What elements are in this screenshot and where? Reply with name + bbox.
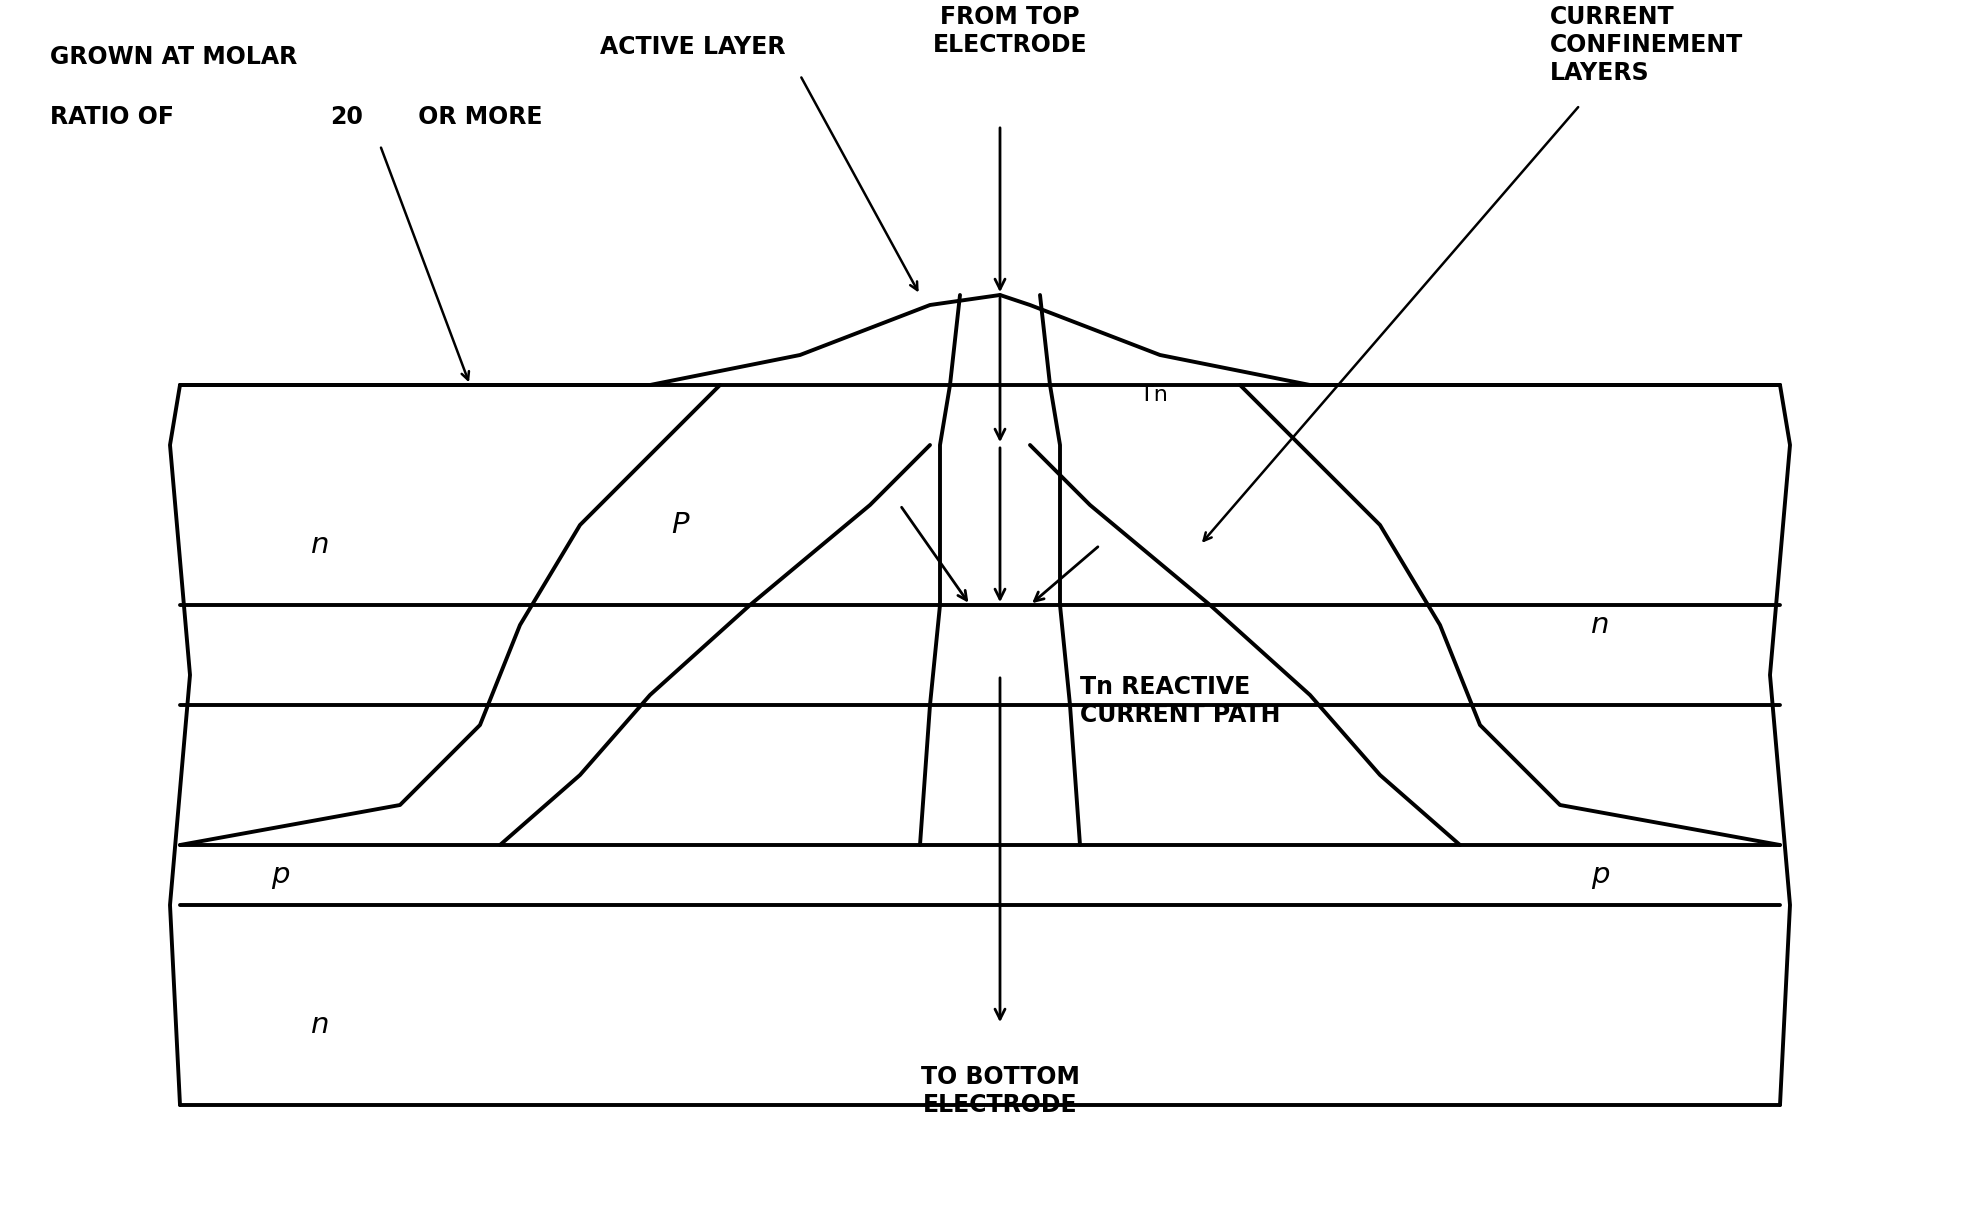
Text: CURRENT
CONFINEMENT
LAYERS: CURRENT CONFINEMENT LAYERS (1551, 5, 1743, 85)
Text: n: n (310, 530, 330, 559)
Text: 20: 20 (330, 105, 363, 129)
Text: RATIO OF: RATIO OF (49, 105, 183, 129)
Text: P: P (671, 511, 689, 539)
Text: n: n (1590, 611, 1610, 639)
Text: TO BOTTOM
ELECTRODE: TO BOTTOM ELECTRODE (921, 1065, 1080, 1117)
Text: FROM TOP
ELECTRODE: FROM TOP ELECTRODE (932, 5, 1088, 56)
Text: p: p (1590, 861, 1610, 889)
Text: n: n (310, 1011, 330, 1039)
Text: OR MORE: OR MORE (410, 105, 542, 129)
Text: ACTIVE LAYER: ACTIVE LAYER (601, 36, 785, 59)
Text: Tn: Tn (1141, 385, 1168, 405)
Text: p: p (271, 861, 289, 889)
Text: Tn REACTIVE
CURRENT PATH: Tn REACTIVE CURRENT PATH (1080, 675, 1280, 726)
Text: GROWN AT MOLAR: GROWN AT MOLAR (49, 45, 296, 69)
